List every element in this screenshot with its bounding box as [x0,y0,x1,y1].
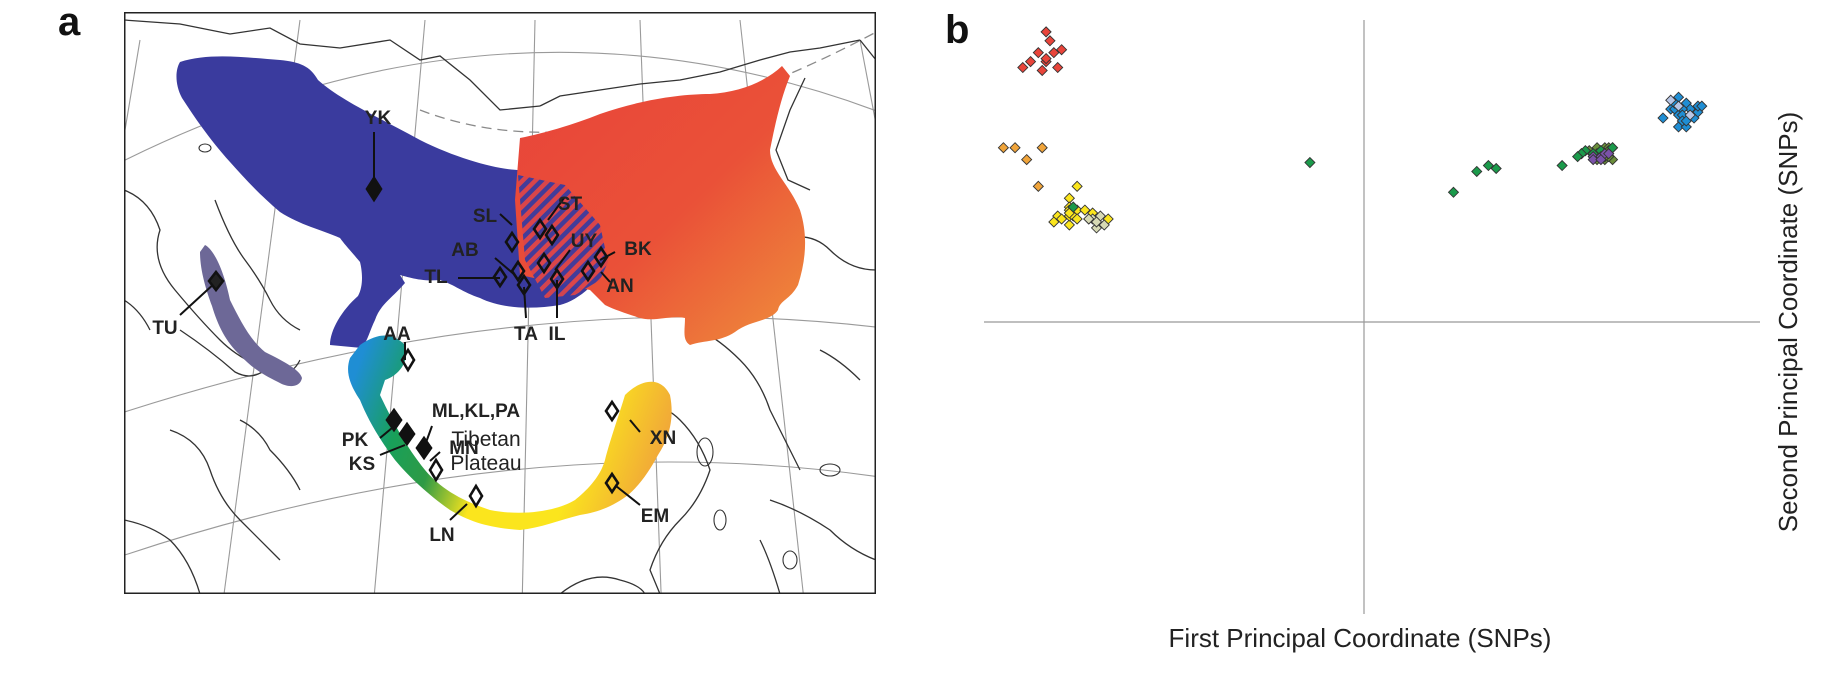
scatter-point [1098,219,1110,231]
site-marker-st2 [544,223,560,247]
scatter-point [1044,35,1056,47]
x-axis-title: First Principal Coordinate (SNPs) [1169,623,1552,653]
site-marker-ln [468,483,484,509]
site-marker-mn [428,457,444,483]
pco-scatter-chart: First Principal Coordinate (SNPs) Second… [984,20,1803,653]
scatter-point [1017,61,1029,74]
scatter-point [1055,213,1068,225]
scatter-point [1572,150,1584,163]
scatter-point [1032,47,1044,59]
site-label-em: EM [641,506,670,527]
scatter-point [1304,156,1316,169]
site-marker-ks [398,421,416,447]
scatter-point [1556,159,1568,172]
site-marker-xn [604,399,620,423]
range-north [176,56,610,348]
map-canvas [124,12,876,594]
scatter-point [1684,109,1696,121]
scatter-point [1672,100,1685,112]
scatter-point [1048,216,1060,228]
scatter-point [1090,216,1103,228]
scatter-point [1048,47,1060,59]
scatter-point [1036,64,1048,77]
scatter-point [1090,222,1103,234]
site-label-tu: TU [152,318,177,339]
site-label-an: AN [606,276,633,297]
scatter-point [1471,165,1483,178]
site-marker-tl [492,265,508,289]
scatter-point [1071,180,1083,192]
scatter-point [1021,153,1033,166]
site-label-aa: AA [383,324,411,345]
scatter-point [1083,213,1095,225]
site-marker-an [580,259,596,283]
range-americas [200,245,302,387]
scatter-point [1490,162,1502,175]
range-map: Tibetan Plateau [124,12,876,594]
site-label-sl: SL [473,206,498,227]
site-label-yk: YK [365,108,392,129]
scatter-point [1482,159,1495,172]
site-label-ln: LN [429,525,454,546]
scatter-point [997,142,1010,154]
scatter-point [1079,204,1091,216]
scatter-point [1032,180,1044,192]
site-marker-ab [510,259,526,283]
scatter-point [1071,213,1083,225]
site-label-pk: PK [342,430,369,451]
scatter-point [1657,112,1669,124]
scatter-point [1587,153,1599,166]
site-labels: YK SL ST UY BK AB TL AN TA IL TU AA ML,K… [152,108,676,546]
site-diamonds [207,175,620,509]
site-marker-il [549,267,565,291]
scatter-point [1063,219,1075,231]
pco-points [997,26,1708,234]
site-marker-bk [593,245,609,269]
site-label-ta: TA [514,324,538,345]
site-label-ks: KS [349,454,375,475]
site-label-uy: UY [571,231,598,252]
site-label-xn: XN [650,428,676,449]
scatter-point [1447,186,1460,198]
site-marker-ml [415,435,433,461]
panel-label-b: b [945,8,970,52]
site-marker-sl [504,230,520,254]
site-label-il: IL [549,324,566,345]
site-marker-yk [365,175,383,203]
site-label-ab: AB [451,240,478,261]
site-marker-tu [207,269,225,293]
scatter-point [1055,44,1068,56]
site-marker-ta [516,273,532,297]
scatter-point [1665,94,1677,106]
site-label-bk: BK [624,239,652,260]
site-label-tl: TL [424,267,448,288]
site-marker-uy [536,251,552,275]
site-label-st: ST [558,194,583,215]
region-label-line2: Plateau [450,452,521,475]
region-label-line1: Tibetan [451,428,520,451]
panel-label-a: a [58,0,81,44]
site-marker-st [532,217,548,241]
y-axis-title: Second Principal Coordinate (SNPs) [1773,112,1803,533]
scatter-point [1603,148,1615,160]
scatter-point [1595,153,1607,166]
scatter-point [1052,61,1064,74]
scatter-point [1009,142,1021,154]
site-label-ml-kl-pa: ML,KL,PA [432,401,521,422]
scatter-point [1067,201,1079,213]
scatter-point [1040,52,1052,65]
range-south [348,335,672,530]
site-label-mn: MN [449,438,479,459]
site-marker-pk [385,407,403,433]
site-marker-em [604,471,620,495]
scatter-point [1024,55,1037,68]
scatter-point [1040,26,1052,38]
scatter-point [1696,100,1708,112]
site-marker-aa [400,347,416,373]
scatter-point [1036,142,1048,154]
